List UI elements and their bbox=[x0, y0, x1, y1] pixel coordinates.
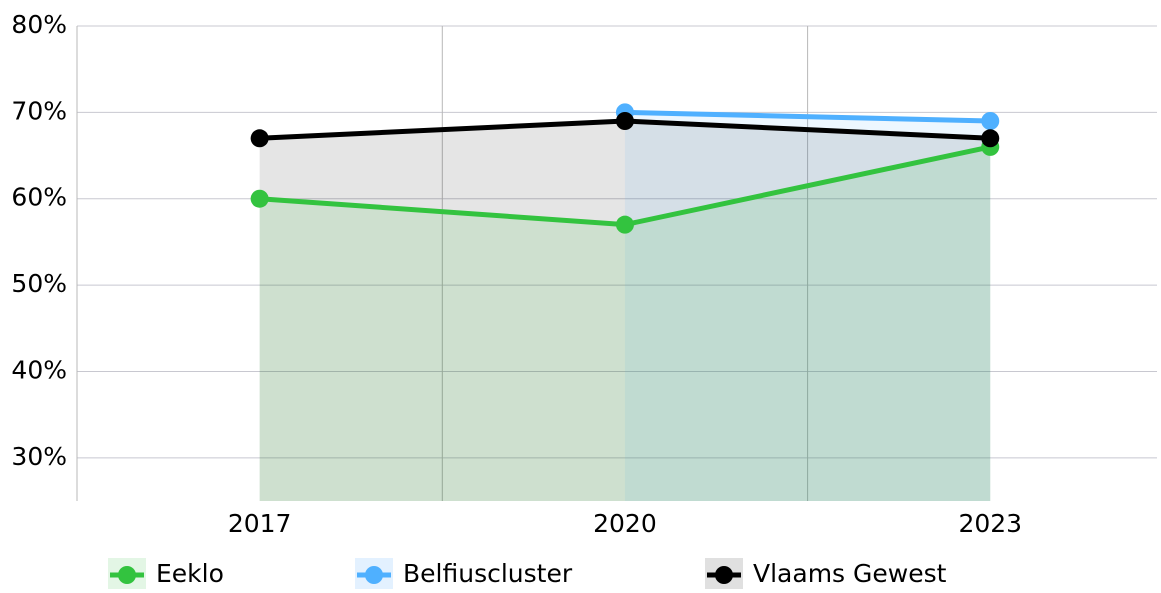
y-tick-label: 50% bbox=[11, 269, 67, 298]
x-tick-label: 2023 bbox=[958, 509, 1022, 538]
y-tick-label: 30% bbox=[11, 442, 67, 471]
legend-label: Belfiuscluster bbox=[403, 559, 573, 588]
point bbox=[981, 112, 1000, 130]
point bbox=[250, 129, 269, 148]
x-tick-label: 2017 bbox=[228, 509, 292, 538]
legend-label: Eeklo bbox=[156, 559, 224, 588]
legend-dot bbox=[365, 566, 383, 584]
x-tick-label: 2020 bbox=[593, 509, 657, 538]
y-tick-label: 40% bbox=[11, 355, 67, 384]
y-tick-label: 60% bbox=[11, 183, 67, 212]
point bbox=[615, 112, 634, 130]
area bbox=[259, 121, 991, 501]
point bbox=[615, 215, 634, 234]
legend-label: Vlaams Gewest bbox=[753, 559, 947, 588]
y-tick-label: 70% bbox=[11, 96, 67, 125]
point bbox=[250, 189, 269, 208]
area bbox=[624, 112, 991, 501]
line bbox=[624, 109, 991, 124]
y-tick-label: 80% bbox=[11, 10, 67, 39]
area bbox=[259, 146, 991, 501]
legend-dot bbox=[118, 566, 136, 584]
legend-dot bbox=[715, 566, 733, 584]
point bbox=[981, 129, 1000, 148]
